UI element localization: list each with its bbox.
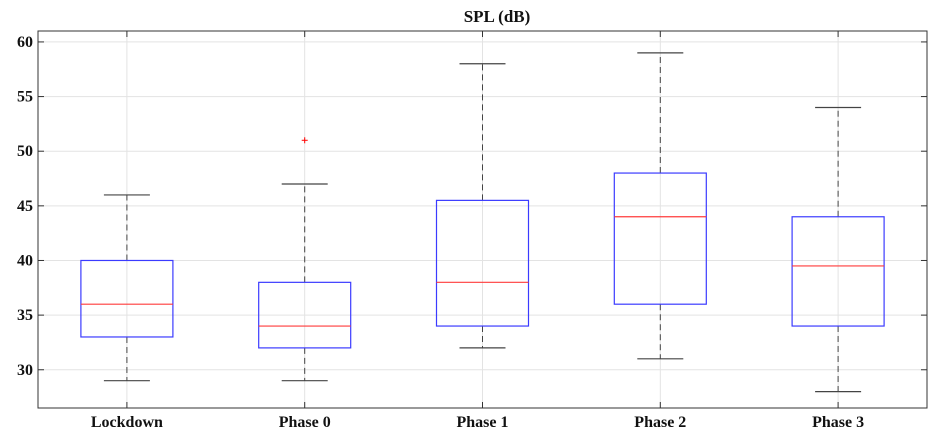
x-category-label: Phase 3 [812,414,864,431]
x-category-label: Phase 1 [457,414,509,431]
x-category-label: Phase 0 [279,414,331,431]
boxes-layer [80,52,885,393]
x-category-label: Lockdown [91,414,163,431]
box-lockdown [80,194,174,382]
iqr-box [613,172,707,305]
y-tick-label: 35 [17,307,33,324]
iqr-box [258,281,352,349]
chart-title: SPL (dB) [464,7,531,26]
iqr-box [791,216,885,327]
box-phase-0 [258,137,352,382]
y-tick-label: 40 [17,252,33,269]
box-phase-1 [435,63,530,349]
axes: 30 35 40 45 50 55 60 Lockdown Phase 0 Phase 1 Phas… [17,30,928,431]
box-phase-2 [613,52,707,360]
y-tick-label: 30 [17,362,33,379]
iqr-box [80,259,174,338]
outlier-point [301,137,308,144]
box-phase-3 [791,106,885,393]
iqr-box [435,199,530,327]
plot-frame [37,30,928,409]
y-tick-label: 55 [17,89,33,106]
y-tick-label: 45 [17,198,33,215]
x-category-label: Phase 2 [634,414,686,431]
y-tick-label: 50 [17,143,33,160]
y-tick-label: 60 [17,34,33,51]
